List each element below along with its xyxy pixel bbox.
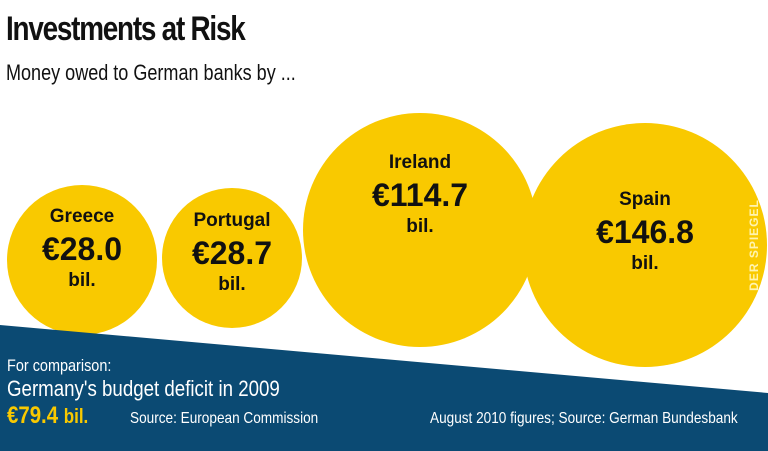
bubble-value-label: €28.7 (192, 235, 272, 271)
bubble-category-label: Greece (50, 206, 114, 227)
bubble-unit-label: bil. (68, 270, 95, 291)
chart-title: Investments at Risk (6, 10, 246, 48)
bubble-portugal (162, 188, 302, 328)
bubble-value-label: €28.0 (42, 231, 122, 267)
bubble-category-label: Spain (619, 189, 671, 210)
comparison-source: Source: European Commission (130, 410, 319, 427)
bubble-value-label: €114.7 (372, 177, 468, 213)
comparison-band (0, 325, 768, 451)
bubble-unit-label: bil. (406, 216, 433, 237)
bubble-unit-label: bil. (631, 253, 658, 274)
footnote: August 2010 figures; Source: German Bund… (430, 410, 738, 427)
comparison-intro: For comparison: (7, 356, 112, 375)
comparison-label: Germany's budget deficit in 2009 (7, 376, 280, 401)
bubble-category-label: Portugal (193, 210, 270, 231)
bubble-ireland (303, 113, 537, 347)
comparison-value: €79.4 (7, 402, 59, 429)
bubble-greece (7, 185, 157, 335)
bubble-unit-label: bil. (218, 274, 245, 295)
comparison-unit: bil. (63, 406, 89, 428)
bubble-spain (523, 123, 767, 367)
chart-subtitle: Money owed to German banks by ... (6, 60, 296, 85)
bubble-value-label: €146.8 (596, 214, 694, 250)
bubble-category-label: Ireland (389, 152, 451, 173)
watermark-logo: DER SPIEGEL (747, 199, 761, 291)
